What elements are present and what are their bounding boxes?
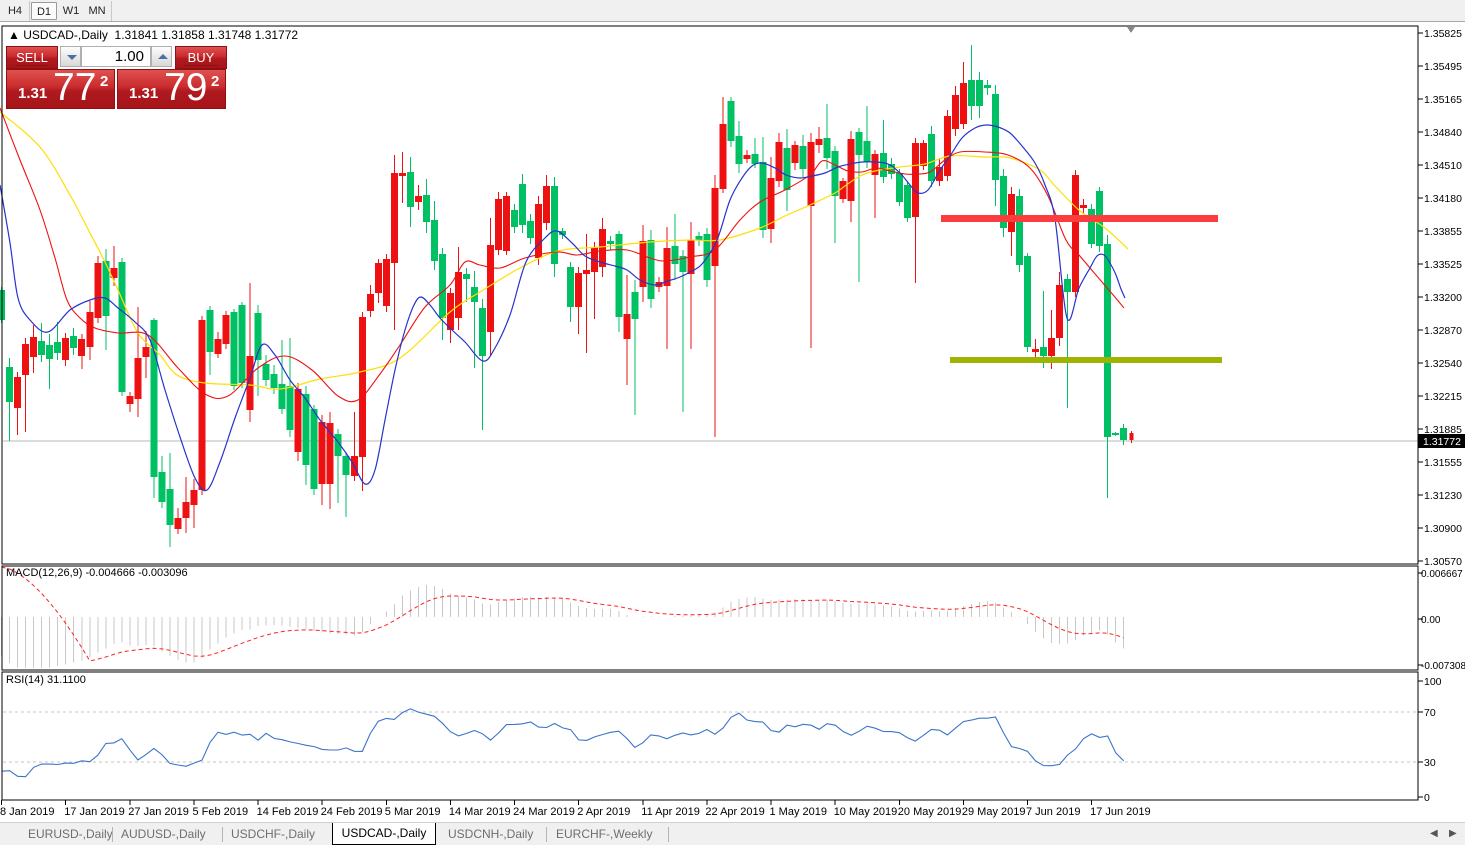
svg-text:100: 100 — [1424, 676, 1442, 688]
svg-text:14 Feb 2019: 14 Feb 2019 — [257, 806, 319, 818]
svg-text:24 Feb 2019: 24 Feb 2019 — [321, 806, 383, 818]
svg-text:1.31555: 1.31555 — [1424, 457, 1462, 469]
svg-text:1.34180: 1.34180 — [1424, 193, 1462, 205]
svg-text:17 Jun 2019: 17 Jun 2019 — [1090, 806, 1151, 818]
svg-text:5 Mar 2019: 5 Mar 2019 — [385, 806, 441, 818]
svg-text:17 Jan 2019: 17 Jan 2019 — [64, 806, 125, 818]
svg-text:5 Feb 2019: 5 Feb 2019 — [193, 806, 249, 818]
svg-text:8 Jan 2019: 8 Jan 2019 — [0, 806, 54, 818]
svg-text:11 Apr 2019: 11 Apr 2019 — [641, 806, 700, 818]
svg-text:1.30570: 1.30570 — [1424, 556, 1462, 568]
svg-text:1.31885: 1.31885 — [1424, 424, 1462, 436]
svg-text:29 May 2019: 29 May 2019 — [962, 806, 1026, 818]
svg-text:1.34510: 1.34510 — [1424, 160, 1462, 172]
svg-text:22 Apr 2019: 22 Apr 2019 — [705, 806, 764, 818]
svg-text:7 Jun 2019: 7 Jun 2019 — [1026, 806, 1080, 818]
svg-text:1.34840: 1.34840 — [1424, 127, 1462, 139]
svg-text:1.32215: 1.32215 — [1424, 391, 1462, 403]
svg-text:1.35495: 1.35495 — [1424, 61, 1462, 73]
svg-text:1.31772: 1.31772 — [1423, 436, 1461, 448]
svg-text:0: 0 — [1424, 792, 1430, 804]
svg-text:2 Apr 2019: 2 Apr 2019 — [577, 806, 630, 818]
svg-text:70: 70 — [1424, 707, 1436, 719]
svg-text:30: 30 — [1424, 757, 1436, 769]
svg-text:1.33200: 1.33200 — [1424, 292, 1462, 304]
svg-text:1.35825: 1.35825 — [1424, 28, 1462, 40]
svg-text:24 Mar 2019: 24 Mar 2019 — [513, 806, 575, 818]
svg-text:10 May 2019: 10 May 2019 — [834, 806, 898, 818]
svg-text:0.00: 0.00 — [1421, 615, 1441, 626]
svg-text:1.31230: 1.31230 — [1424, 490, 1462, 502]
svg-text:0.006667: 0.006667 — [1421, 569, 1463, 580]
svg-text:27 Jan 2019: 27 Jan 2019 — [128, 806, 189, 818]
svg-text:1.30900: 1.30900 — [1424, 523, 1462, 535]
svg-text:1.32870: 1.32870 — [1424, 325, 1462, 337]
svg-text:1 May 2019: 1 May 2019 — [770, 806, 827, 818]
svg-text:1.32540: 1.32540 — [1424, 358, 1462, 370]
svg-text:14 Mar 2019: 14 Mar 2019 — [449, 806, 511, 818]
svg-text:1.35165: 1.35165 — [1424, 94, 1462, 106]
svg-text:1.33525: 1.33525 — [1424, 259, 1462, 271]
svg-text:-0.007308: -0.007308 — [1421, 661, 1465, 672]
svg-text:20 May 2019: 20 May 2019 — [898, 806, 962, 818]
svg-text:1.33855: 1.33855 — [1424, 226, 1462, 238]
